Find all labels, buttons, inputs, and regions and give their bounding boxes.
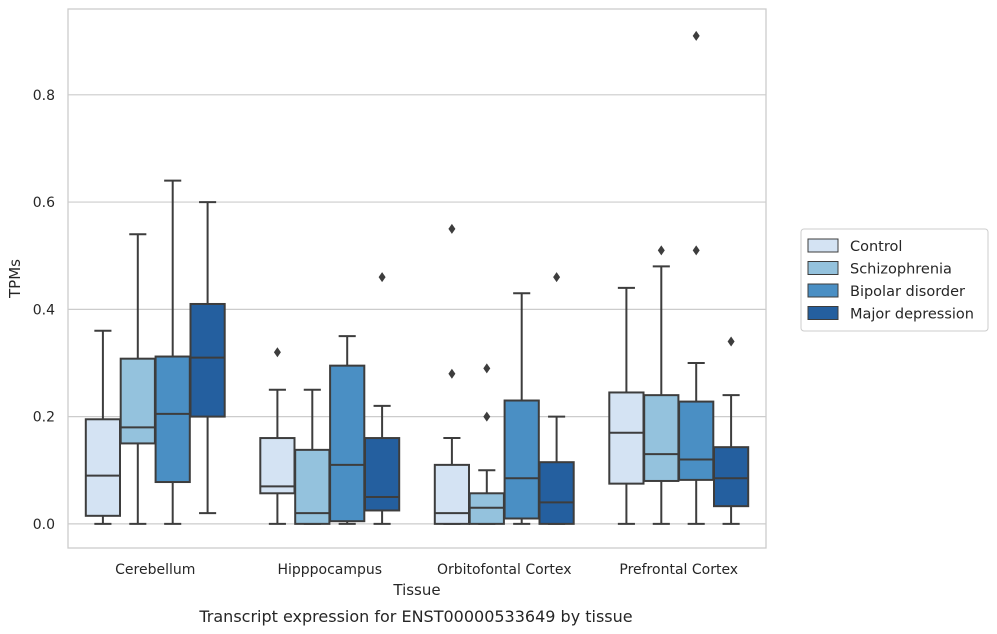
legend-item: Control [807,238,902,255]
x-axis-ticks: Cerebellum Hipppocampus Orbitofontal Corte… [115,562,738,578]
legend-label: Control [850,239,902,255]
box-bipolar-disorder [329,335,366,525]
outlier-point [483,411,491,422]
x-tick-label: Hipppocampus [277,562,382,578]
outlier-point [483,363,491,374]
plot-frame [67,8,767,549]
box-bipolar-disorder [678,30,715,525]
box-iqr [678,400,715,481]
chart-caption: Transcript expression for ENST0000053364… [198,607,632,626]
box-control [84,329,122,525]
box-schizophrenia [294,388,331,525]
legend-label: Schizophrenia [850,262,952,278]
legend-swatch [807,306,839,320]
legend-label: Bipolar disorder [850,284,965,300]
y-tick-label: 0.4 [33,302,55,318]
x-tick-label: Orbitofontal Cortex [437,562,572,578]
outlier-point [727,336,735,347]
box-schizophrenia [119,233,156,525]
outlier-point [448,223,456,234]
box-iqr [538,461,575,525]
outlier-point [378,272,386,283]
box-iqr [643,394,680,482]
x-axis-label: Tissue [392,581,440,599]
legend-item: Major depression [807,306,974,323]
outlier-point [273,347,281,358]
y-axis-label: TPMs [6,259,24,299]
x-tick-label: Cerebellum [115,562,195,578]
y-tick-label: 0.2 [33,410,55,426]
legend-label: Major depression [850,307,974,323]
y-tick-label: 0.6 [33,195,55,211]
box-iqr [84,418,122,517]
y-tick-label: 0.8 [33,88,55,104]
box-bipolar-disorder [503,292,540,525]
box-major-depression [363,272,401,525]
legend-item: Schizophrenia [807,261,952,278]
box-iqr [329,364,366,523]
y-axis-ticks: 0.0 0.2 0.4 0.6 0.8 [33,88,55,533]
box-series [84,30,750,525]
box-major-depression [189,201,226,515]
outlier-point [657,245,665,256]
box-iqr [259,437,296,495]
box-iqr [119,357,156,445]
legend-frame [800,228,989,332]
box-control [608,286,645,525]
legend-swatch [807,283,839,298]
x-tick-label: Prefrontal Cortex [619,562,738,578]
legend-swatch [807,238,839,253]
legend-swatch [807,261,839,275]
box-control [433,223,471,525]
box-major-depression [538,272,575,525]
y-tick-label: 0.0 [33,517,55,533]
box-iqr [608,391,645,485]
box-schizophrenia [468,363,505,525]
outlier-point [692,245,700,256]
box-iqr [363,437,401,512]
box-iqr [712,446,750,508]
box-iqr [189,302,226,418]
outlier-point [553,272,561,283]
box-schizophrenia [643,245,680,525]
outlier-point [692,30,700,41]
box-iqr [433,463,471,525]
box-bipolar-disorder [154,179,191,525]
box-iqr [154,355,191,484]
outlier-point [448,368,456,379]
legend: Control Schizophrenia Bipolar disorder Majo… [800,228,989,332]
box-control [259,347,296,525]
box-iqr [503,399,540,520]
legend-item: Bipolar disorder [807,283,965,300]
box-major-depression [712,336,750,525]
